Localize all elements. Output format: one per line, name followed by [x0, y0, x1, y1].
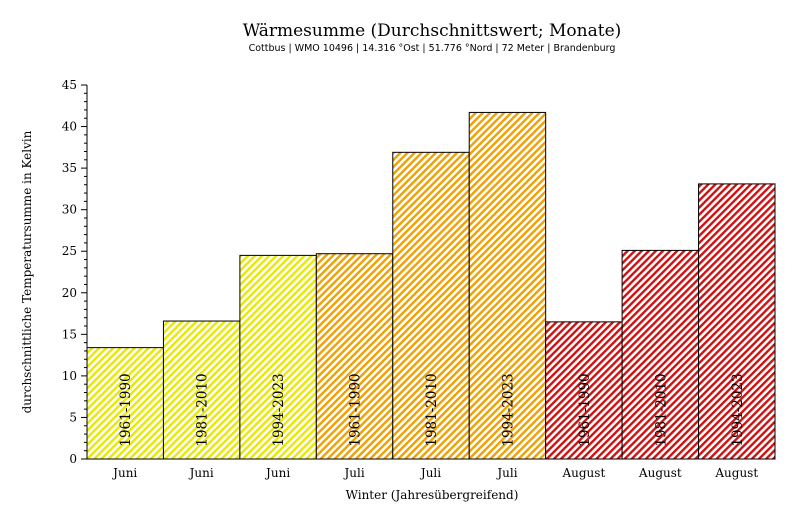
- y-tick-label: 0: [69, 452, 77, 466]
- bar-period-label: 1961-1990: [118, 373, 134, 446]
- bars: 1961-1990 1981-2010 1994-2023 1961-1990 1981…: [86, 111, 776, 460]
- bar-period-label: 1961-1990: [577, 373, 593, 446]
- bar-period-label: 1994-2023: [271, 373, 287, 446]
- x-tick-label: Juni: [111, 466, 137, 480]
- x-axis-label: Winter (Jahresübergreifend): [346, 488, 519, 502]
- y-tick-label: 35: [62, 161, 77, 175]
- x-tick-label: August: [561, 466, 605, 480]
- bar-8: [621, 249, 700, 460]
- x-tick-label: Juli: [495, 466, 517, 480]
- y-tick-label: 40: [62, 120, 77, 134]
- bar-period-label: 1994-2023: [730, 373, 746, 446]
- x-tick-label: Juni: [188, 466, 214, 480]
- x-tick-label: Juni: [264, 466, 290, 480]
- bar-2: [162, 320, 241, 460]
- chart-title: Wärmesumme (Durchschnittswert; Monate): [243, 21, 622, 41]
- x-tick-label: August: [714, 466, 758, 480]
- bar-1: [86, 347, 164, 460]
- bar-period-label: 1981-2010: [653, 373, 669, 446]
- y-tick-label: 5: [69, 410, 77, 424]
- x-tick-label: Juli: [342, 466, 364, 480]
- bar-6: [468, 111, 547, 460]
- y-tick-label: 45: [62, 78, 77, 92]
- x-tick-label: August: [638, 466, 682, 480]
- bar-3: [239, 254, 317, 460]
- bar-period-label: 1961-1990: [348, 373, 364, 446]
- bar-4: [315, 253, 394, 460]
- y-tick-label: 10: [62, 369, 77, 383]
- bar-period-label: 1981-2010: [195, 373, 211, 446]
- y-tick-label: 20: [62, 286, 77, 300]
- y-tick-label: 15: [62, 327, 77, 341]
- bar-period-label: 1994-2023: [500, 373, 516, 446]
- bar-5: [392, 151, 470, 460]
- y-tick-label: 25: [62, 244, 77, 258]
- axes: Juni Juni Juni Juli Juli Juli August August Augu…: [62, 78, 775, 480]
- y-tick-label: 30: [62, 203, 77, 217]
- bar-period-label: 1981-2010: [424, 373, 440, 446]
- chart-subtitle: Cottbus | WMO 10496 | 14.316 °Ost | 51.7…: [249, 43, 616, 54]
- y-axis-label: durchschnittliche Temperatursumme in Kel…: [20, 130, 34, 413]
- x-tick-label: Juli: [419, 466, 441, 480]
